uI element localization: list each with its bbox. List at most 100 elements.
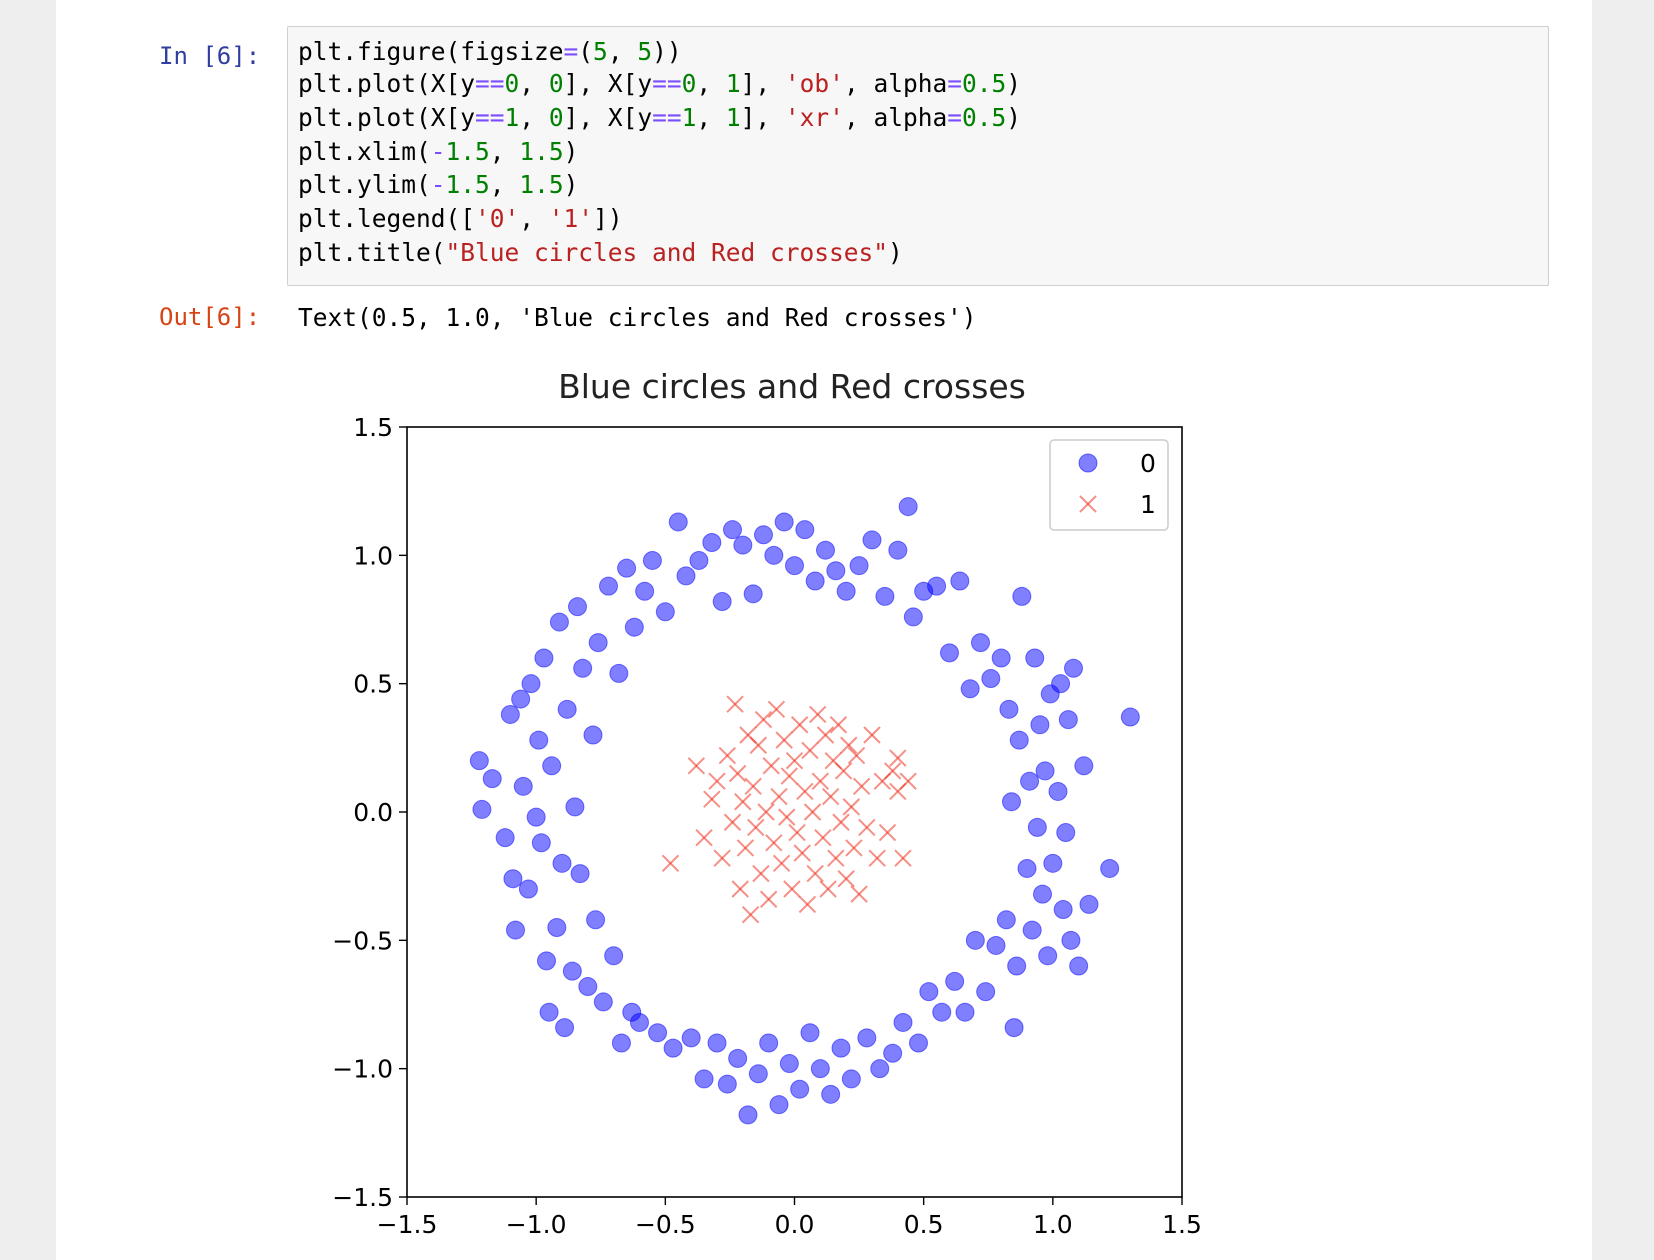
- series-1-point-6: [718, 746, 737, 765]
- series-1-point-37: [801, 741, 819, 760]
- input-prompt: In [6]:: [159, 42, 261, 70]
- axes-layer: −1.5 −1.0 −0.5 0.0 0.5 1.0 1.5 1.5 1.0 0.5 0.0 −0.5…: [332, 413, 1202, 1239]
- series-0-point-8: [513, 776, 533, 796]
- series-1-point-56: [850, 885, 868, 903]
- code-line-6[interactable]: plt.legend(['0', '1']): [298, 204, 623, 233]
- series-0-point-97: [955, 1002, 975, 1022]
- series-0-point-103: [986, 935, 1006, 955]
- series-1-point-58: [858, 818, 876, 837]
- series-0-point-106: [999, 699, 1019, 719]
- code-line-4[interactable]: plt.xlim(-1.5, 1.5): [298, 137, 579, 166]
- code-line-1[interactable]: plt.figure(figsize=(5, 5)): [298, 37, 682, 66]
- series-0-point-130: [1069, 956, 1089, 976]
- series-0-point-52: [707, 1033, 727, 1053]
- series-1-point-55: [847, 746, 866, 765]
- series-0-point-9: [518, 879, 538, 899]
- series-0-point-35: [609, 663, 629, 683]
- series-0-point-48: [681, 1028, 701, 1048]
- series-0-point-33: [599, 576, 618, 596]
- series-1-point-43: [816, 726, 835, 744]
- series-1-point-11: [734, 793, 752, 811]
- series-0-point-45: [663, 1038, 683, 1058]
- output-text: Text(0.5, 1.0, 'Blue circles and Red cro…: [298, 303, 977, 332]
- series-0-point-3: [495, 828, 515, 848]
- legend-label-0: 0: [1140, 449, 1156, 478]
- series-1-point-0: [661, 854, 680, 873]
- series-0-point-62: [759, 1033, 779, 1053]
- series-0-point-30: [586, 910, 606, 930]
- series-0-point-11: [526, 807, 546, 827]
- series-0-point-36: [611, 1033, 631, 1053]
- series-0-point-78: [841, 1069, 861, 1089]
- series-0-point-56: [728, 1048, 748, 1068]
- series-0-point-109: [1007, 956, 1027, 976]
- series-0-point-89: [909, 1033, 928, 1053]
- series-1-point-50: [834, 762, 853, 780]
- series-0-point-98: [960, 679, 980, 699]
- series-1-point-24: [767, 700, 786, 719]
- legend-cross-marker: [1079, 495, 1097, 513]
- code-line-5[interactable]: plt.ylim(-1.5, 1.5): [298, 170, 579, 199]
- series-0-point-88: [903, 607, 923, 627]
- series-0-point-69: [795, 520, 815, 540]
- series-0-point-41: [635, 581, 655, 601]
- series-0-point-115: [1025, 648, 1045, 668]
- series-1-point-27: [775, 731, 793, 749]
- series-1-point-40: [809, 705, 827, 724]
- series-1-point-63: [883, 762, 902, 780]
- series-0-point-42: [642, 550, 662, 570]
- series-0-point-110: [1009, 730, 1029, 750]
- series-0-point-37: [617, 558, 637, 578]
- series-0-point-12: [529, 730, 549, 750]
- points-layer: [469, 497, 1140, 1125]
- code-line-2[interactable]: plt.plot(X[y==0, 0], X[y==0, 1], 'ob', a…: [298, 69, 1021, 98]
- x-tick-label: 0.0: [775, 1210, 815, 1239]
- series-0-point-86: [893, 1012, 913, 1032]
- series-1-point-31: [785, 751, 804, 770]
- series-0-point-131: [1074, 756, 1094, 776]
- series-0-point-77: [836, 581, 856, 601]
- series-1-point-45: [821, 787, 840, 806]
- series-0-point-10: [521, 674, 541, 694]
- series-0-point-80: [857, 1028, 877, 1048]
- series-1-point-42: [814, 828, 832, 847]
- series-0-point-127: [1058, 710, 1078, 730]
- series-1-point-1: [687, 757, 706, 775]
- series-0-point-40: [630, 1012, 649, 1032]
- series-0-point-66: [779, 1054, 799, 1074]
- code-cell[interactable]: plt.figure(figsize=(5, 5)) plt.plot(X[y=…: [287, 26, 1549, 286]
- series-0-point-113: [1020, 771, 1040, 791]
- series-0-point-64: [769, 1095, 789, 1115]
- series-0-point-91: [919, 982, 939, 1002]
- series-0-point-105: [996, 910, 1016, 930]
- series-1-point-25: [770, 787, 788, 806]
- y-tick-label: 1.0: [353, 541, 393, 570]
- code-line-3[interactable]: plt.plot(X[y==1, 0], X[y==1, 1], 'xr', a…: [298, 103, 1021, 132]
- code-line-7[interactable]: plt.title("Blue circles and Red crosses"…: [298, 238, 903, 267]
- series-0-point-16: [539, 1002, 559, 1022]
- series-0-point-55: [723, 520, 742, 540]
- series-0-point-117: [1030, 715, 1050, 735]
- series-0-point-15: [537, 951, 556, 971]
- series-1-point-66: [899, 772, 917, 790]
- series-1-point-32: [788, 823, 806, 842]
- series-1-point-47: [827, 849, 845, 867]
- series-0-point-132: [1079, 894, 1099, 914]
- series-0-point-22: [557, 699, 577, 719]
- series-1-point-33: [790, 716, 809, 734]
- chart-title: Blue circles and Red crosses: [558, 367, 1026, 406]
- series-1-point-14: [741, 905, 760, 924]
- series-1-point-7: [723, 813, 742, 831]
- series-1-point-49: [832, 813, 850, 831]
- series-1-point-51: [837, 870, 855, 888]
- series-1-point-60: [868, 849, 886, 867]
- series-0-point-120: [1038, 946, 1058, 966]
- series-0-point-17: [542, 756, 562, 776]
- series-0-point-26: [570, 864, 590, 884]
- series-0-point-27: [573, 658, 593, 678]
- series-0-point-28: [578, 977, 598, 997]
- series-0-point-1: [472, 799, 492, 819]
- series-1-point-48: [829, 716, 848, 734]
- series-0-point-79: [849, 556, 869, 576]
- series-1-point-53: [842, 798, 861, 816]
